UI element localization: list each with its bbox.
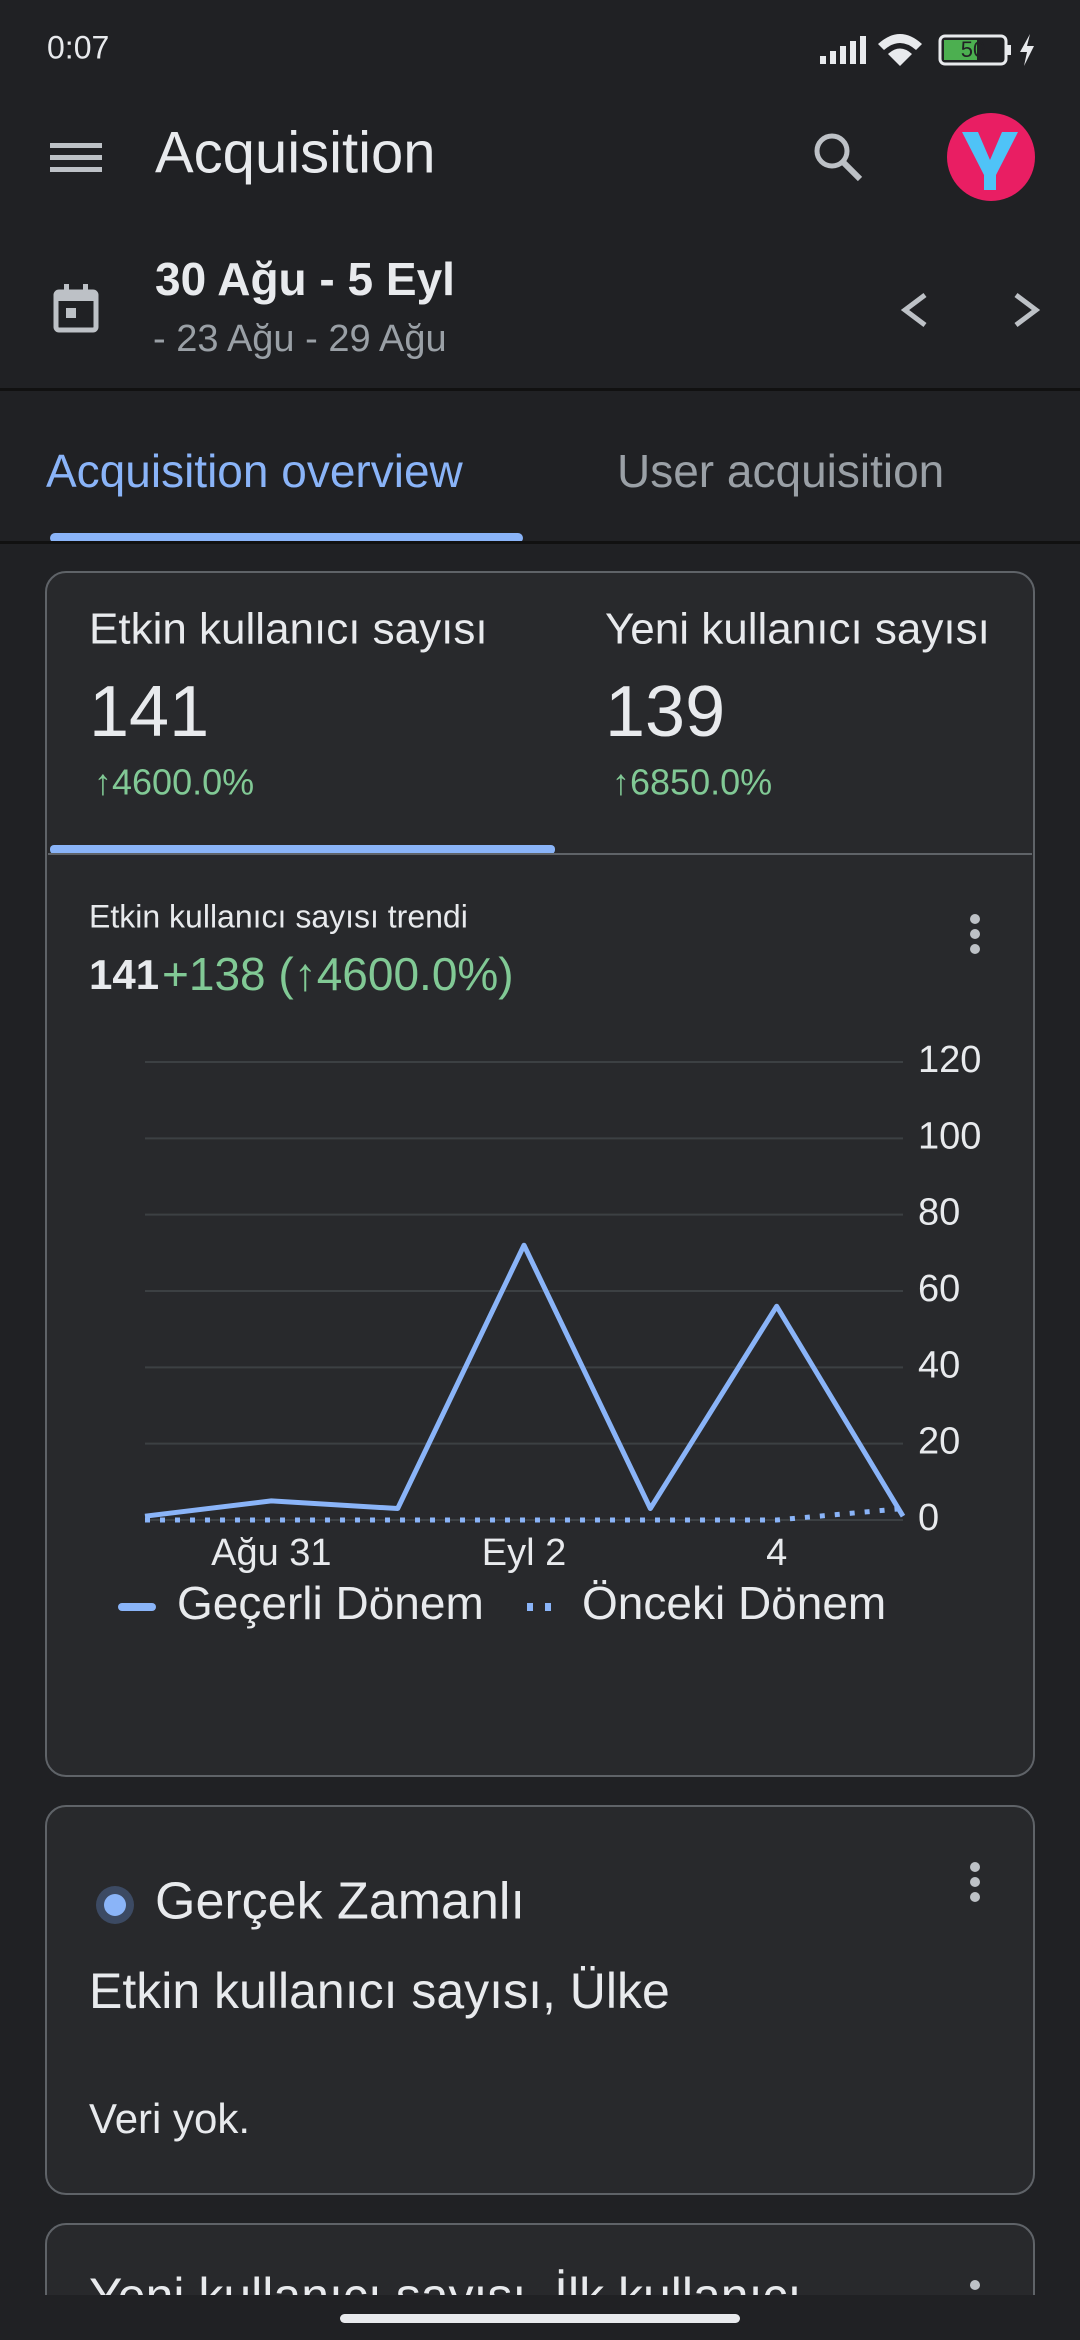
search-button[interactable] (814, 133, 863, 182)
divider (48, 853, 1032, 855)
realtime-dot (104, 1894, 126, 1916)
x-tick-label: Eyl 2 (482, 1532, 566, 1574)
more-button[interactable] (970, 2280, 980, 2290)
page-title: Acquisition (155, 120, 435, 185)
x-tick-label: 4 (766, 1532, 787, 1574)
chart: 0 20 40 60 80 100 120 Ağu 31 Eyl 2 4 Geçerli Dönem… (118, 1039, 981, 1629)
menu-button[interactable] (50, 143, 102, 172)
chart-summary-change: +138 (↑4600.0%) (162, 948, 514, 1000)
metric-label[interactable]: Yeni kullanıcı sayısı (605, 605, 990, 654)
calendar-icon[interactable] (53, 284, 99, 333)
y-tick-label: 0 (918, 1497, 939, 1539)
overview-card (45, 571, 1035, 1777)
metric-indicator (50, 845, 555, 854)
tab[interactable]: User acquisition (617, 445, 944, 497)
realtime-card (45, 1805, 1035, 2195)
metric-value: 141 (89, 672, 209, 752)
empty-message: Veri yok. (89, 2095, 250, 2142)
date-range-current[interactable]: 30 Ağu - 5 Eyl (155, 253, 455, 305)
status-icons (820, 34, 1034, 66)
realtime-badge: Gerçek Zamanlı (155, 1873, 525, 1931)
battery-level: 50 (961, 37, 985, 62)
y-tick-label: 20 (918, 1421, 960, 1463)
x-tick-label: Ağu 31 (211, 1532, 331, 1574)
chart-title: Etkin kullanıcı sayısı trendi (89, 898, 468, 934)
divider (0, 388, 1080, 391)
date-range-previous[interactable]: - 23 Ağu - 29 Ağu (153, 318, 447, 360)
y-tick-label: 80 (918, 1192, 960, 1234)
tab-indicator (50, 533, 523, 543)
metric-change: ↑6850.0% (612, 762, 772, 803)
y-tick-label: 60 (918, 1268, 960, 1310)
previous-period-button[interactable] (900, 293, 927, 327)
y-tick-label: 120 (918, 1039, 981, 1081)
divider (0, 541, 1080, 544)
chart-summary-value: 141 (89, 951, 159, 998)
card-title: Etkin kullanıcı sayısı, Ülke (89, 1963, 670, 2019)
metric-change: ↑4600.0% (94, 762, 254, 803)
y-tick-label: 100 (918, 1115, 981, 1157)
legend-label: Geçerli Dönem (177, 1577, 484, 1629)
tab-active[interactable]: Acquisition overview (46, 445, 464, 497)
more-button[interactable] (970, 914, 980, 954)
more-button[interactable] (970, 1862, 980, 1902)
metric-label[interactable]: Etkin kullanıcı sayısı (89, 605, 488, 654)
status-time: 0:07 (47, 29, 109, 65)
line-series (145, 1506, 904, 1523)
legend-label: Önceki Dönem (582, 1577, 886, 1629)
home-indicator[interactable] (340, 2314, 740, 2323)
line-series (144, 1242, 906, 1519)
y-tick-label: 40 (918, 1344, 960, 1386)
account-avatar[interactable] (947, 113, 1035, 201)
metric-value: 139 (605, 672, 725, 752)
next-period-button[interactable] (1014, 293, 1041, 327)
